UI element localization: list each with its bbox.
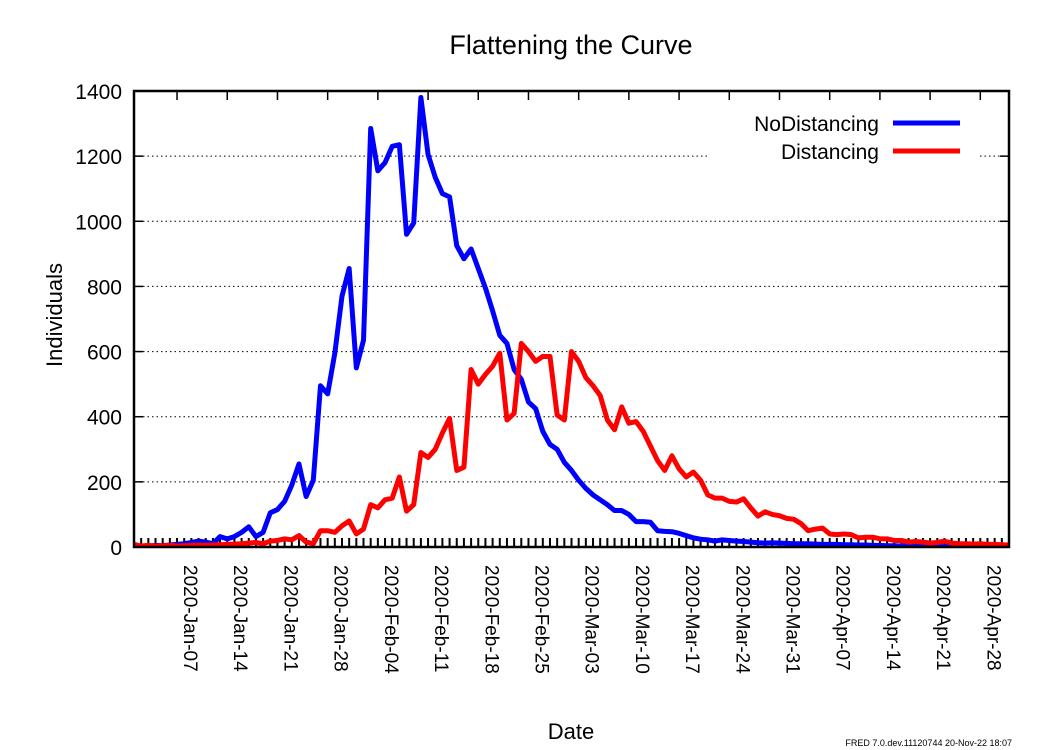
y-tick-label: 1400: [75, 81, 122, 104]
x-tick-label: 2020-Apr-21: [932, 565, 953, 671]
x-tick-label: 2020-Feb-11: [430, 565, 451, 672]
y-tick-label: 400: [87, 407, 122, 430]
x-tick-label: 2020-Mar-10: [631, 565, 652, 674]
x-axis-label: Date: [548, 719, 594, 744]
y-tick-label: 600: [87, 342, 122, 365]
series-line-nodistancing: [134, 95, 1009, 547]
x-tick-label: 2020-Feb-04: [380, 565, 401, 674]
legend-background: [709, 104, 979, 132]
plot-border: [132, 89, 1011, 549]
legend-label: Distancing: [781, 141, 879, 164]
chart-title: Flattening the Curve: [449, 30, 692, 60]
plot-area: 0 200 400 600 800 1000 1200 1400 2020-Jan-07 2020…: [75, 81, 1011, 674]
x-tick-label: 2020-Jan-21: [279, 565, 300, 672]
x-tick-label: 2020-Apr-14: [882, 565, 903, 671]
footer-text: FRED 7.0.dev.11120744 20-Nov-22 18:07: [845, 738, 1012, 748]
x-tick-label: 2020-Apr-28: [982, 565, 1003, 671]
x-tick-label: 2020-Feb-18: [480, 565, 501, 674]
x-tick-label: 2020-Mar-24: [731, 565, 752, 674]
x-tick-label: 2020-Jan-28: [330, 565, 351, 672]
x-tick-label: 2020-Apr-07: [832, 565, 853, 671]
x-tick-label: 2020-Jan-14: [229, 565, 250, 672]
x-tick-label: 2020-Mar-31: [781, 565, 802, 674]
series-line-distancing: [134, 340, 1009, 547]
y-tick-label: 800: [87, 276, 122, 299]
x-tick-label: 2020-Jan-07: [179, 565, 200, 672]
y-tick-label: 1200: [75, 146, 122, 169]
legend-label: NoDistancing: [754, 113, 879, 136]
x-tick-label: 2020-Feb-25: [530, 565, 551, 674]
y-tick-label: 1000: [75, 211, 122, 234]
y-axis-label: Individuals: [42, 263, 67, 367]
x-tick-label: 2020-Mar-03: [581, 565, 602, 674]
y-tick-label: 200: [87, 472, 122, 495]
x-tick-label: 2020-Mar-17: [681, 565, 702, 674]
legend-background: [709, 132, 979, 160]
y-tick-label: 0: [110, 537, 122, 560]
